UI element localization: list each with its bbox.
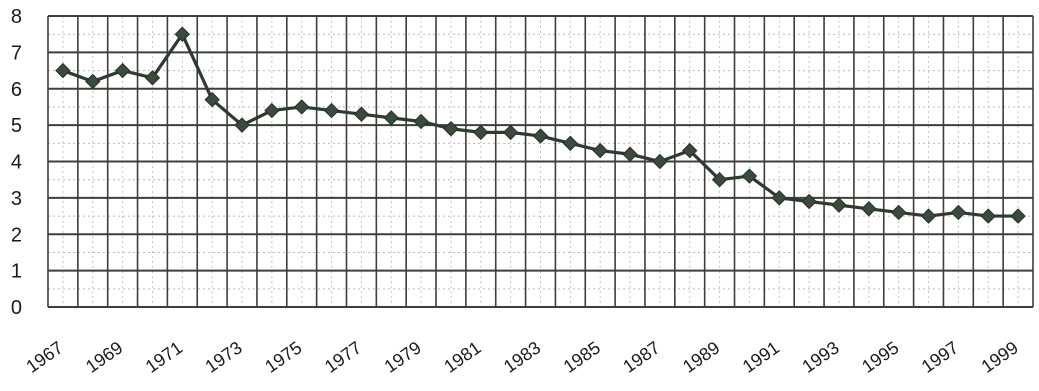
data-point-marker — [234, 117, 250, 133]
data-point-marker — [502, 124, 519, 141]
data-point-marker — [473, 124, 489, 141]
data-point-marker — [353, 106, 370, 122]
x-tick-label: 1977 — [321, 337, 365, 376]
x-tick-label: 1987 — [619, 337, 663, 376]
data-point-marker — [85, 73, 101, 90]
data-point-marker — [1010, 208, 1026, 224]
data-point-marker — [532, 128, 549, 144]
y-tick-label: 8 — [11, 6, 22, 28]
data-point-marker — [622, 146, 638, 162]
x-tick-label: 1973 — [202, 337, 246, 376]
data-point-marker — [831, 197, 847, 213]
y-tick-label: 4 — [11, 152, 22, 174]
y-tick-label: 3 — [11, 188, 22, 210]
data-point-marker — [55, 62, 71, 79]
x-tick-label: 1999 — [978, 337, 1022, 376]
data-point-marker — [771, 190, 787, 206]
x-tick-label: 1967 — [22, 337, 66, 376]
x-tick-label: 1991 — [739, 337, 783, 376]
y-tick-label: 1 — [11, 261, 22, 283]
x-tick-label: 1989 — [679, 337, 723, 376]
data-point-marker — [114, 62, 131, 79]
data-point-marker — [592, 142, 608, 159]
y-tick-label: 7 — [11, 42, 22, 64]
y-tick-label: 0 — [11, 297, 22, 319]
data-point-marker — [443, 121, 459, 137]
x-tick-label: 1971 — [142, 337, 186, 376]
data-point-marker — [711, 171, 728, 188]
x-tick-label: 1995 — [858, 337, 902, 376]
data-point-marker — [741, 168, 758, 184]
y-tick-label: 6 — [11, 79, 22, 101]
x-tick-label: 1975 — [261, 337, 305, 376]
data-point-marker — [950, 204, 967, 221]
data-point-marker — [682, 142, 698, 159]
data-point-marker — [413, 113, 429, 130]
data-point-marker — [174, 26, 191, 42]
data-point-marker — [264, 102, 280, 119]
grid — [47, 15, 1034, 308]
data-point-marker — [861, 201, 877, 217]
data-point-marker — [383, 110, 399, 126]
data-point-marker — [890, 204, 907, 221]
x-tick-label: 1997 — [918, 337, 962, 376]
data-point-marker — [801, 193, 817, 210]
x-axis-tick-labels: 1967 1969 1971 1973 1975 1977 1979 1981 1983 1985… — [22, 337, 1021, 376]
x-tick-label: 1985 — [560, 337, 604, 376]
y-tick-label: 2 — [11, 224, 22, 246]
x-tick-label: 1981 — [440, 337, 484, 376]
y-axis-tick-labels: 0 1 2 3 4 5 6 7 8 — [11, 6, 22, 319]
data-point-marker — [562, 135, 579, 152]
x-tick-label: 1979 — [381, 337, 425, 376]
data-point-marker — [144, 70, 161, 86]
data-point-marker — [294, 99, 310, 115]
x-tick-label: 1993 — [798, 337, 842, 376]
data-point-marker — [204, 91, 220, 108]
data-point-marker — [980, 208, 996, 224]
data-point-marker — [920, 208, 937, 224]
series-markers — [55, 26, 1026, 224]
data-point-marker — [323, 102, 340, 119]
y-tick-label: 5 — [11, 115, 22, 137]
x-tick-label: 1969 — [82, 337, 126, 376]
x-tick-label: 1983 — [500, 337, 544, 376]
data-point-marker — [652, 153, 668, 170]
